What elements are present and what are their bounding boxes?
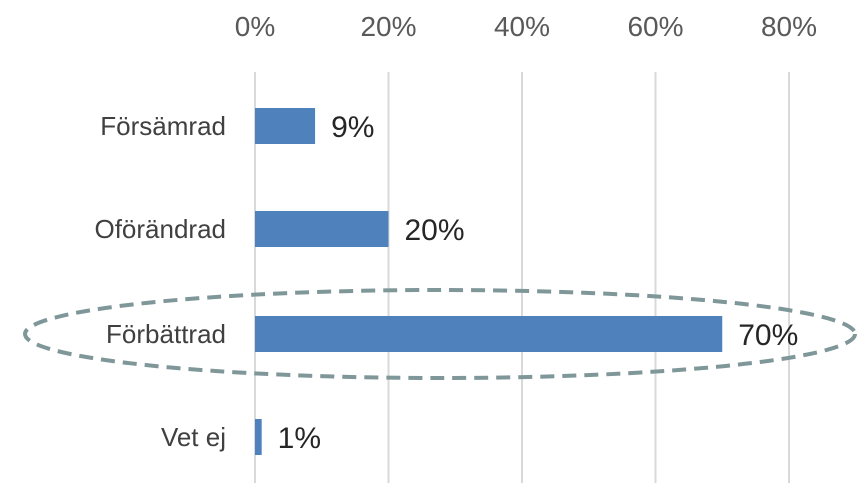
data-labels: 9% 20% 70% 1% <box>278 111 799 455</box>
category-label: Försämrad <box>100 111 226 141</box>
x-tick-label: 80% <box>761 11 817 42</box>
data-label: 70% <box>738 319 798 352</box>
category-label: Förbättrad <box>106 319 226 349</box>
gridlines <box>254 72 790 483</box>
x-tick-label: 40% <box>494 11 550 42</box>
bar <box>255 419 262 455</box>
bar <box>255 316 723 352</box>
bar <box>255 108 316 144</box>
data-label: 20% <box>405 214 465 247</box>
category-labels: Försämrad Oförändrad Förbättrad Vet ej <box>94 111 226 452</box>
highlight-ellipse <box>23 288 857 380</box>
category-label: Vet ej <box>161 422 226 452</box>
data-label: 9% <box>331 111 374 144</box>
bar <box>255 211 389 247</box>
highlight <box>23 288 857 380</box>
x-axis-ticks: 0% 20% 40% 60% 80% <box>235 11 817 42</box>
x-tick-label: 60% <box>627 11 683 42</box>
x-tick-label: 20% <box>360 11 416 42</box>
category-label: Oförändrad <box>94 214 226 244</box>
bars <box>255 108 723 455</box>
data-label: 1% <box>278 422 321 455</box>
x-tick-label: 0% <box>235 11 275 42</box>
